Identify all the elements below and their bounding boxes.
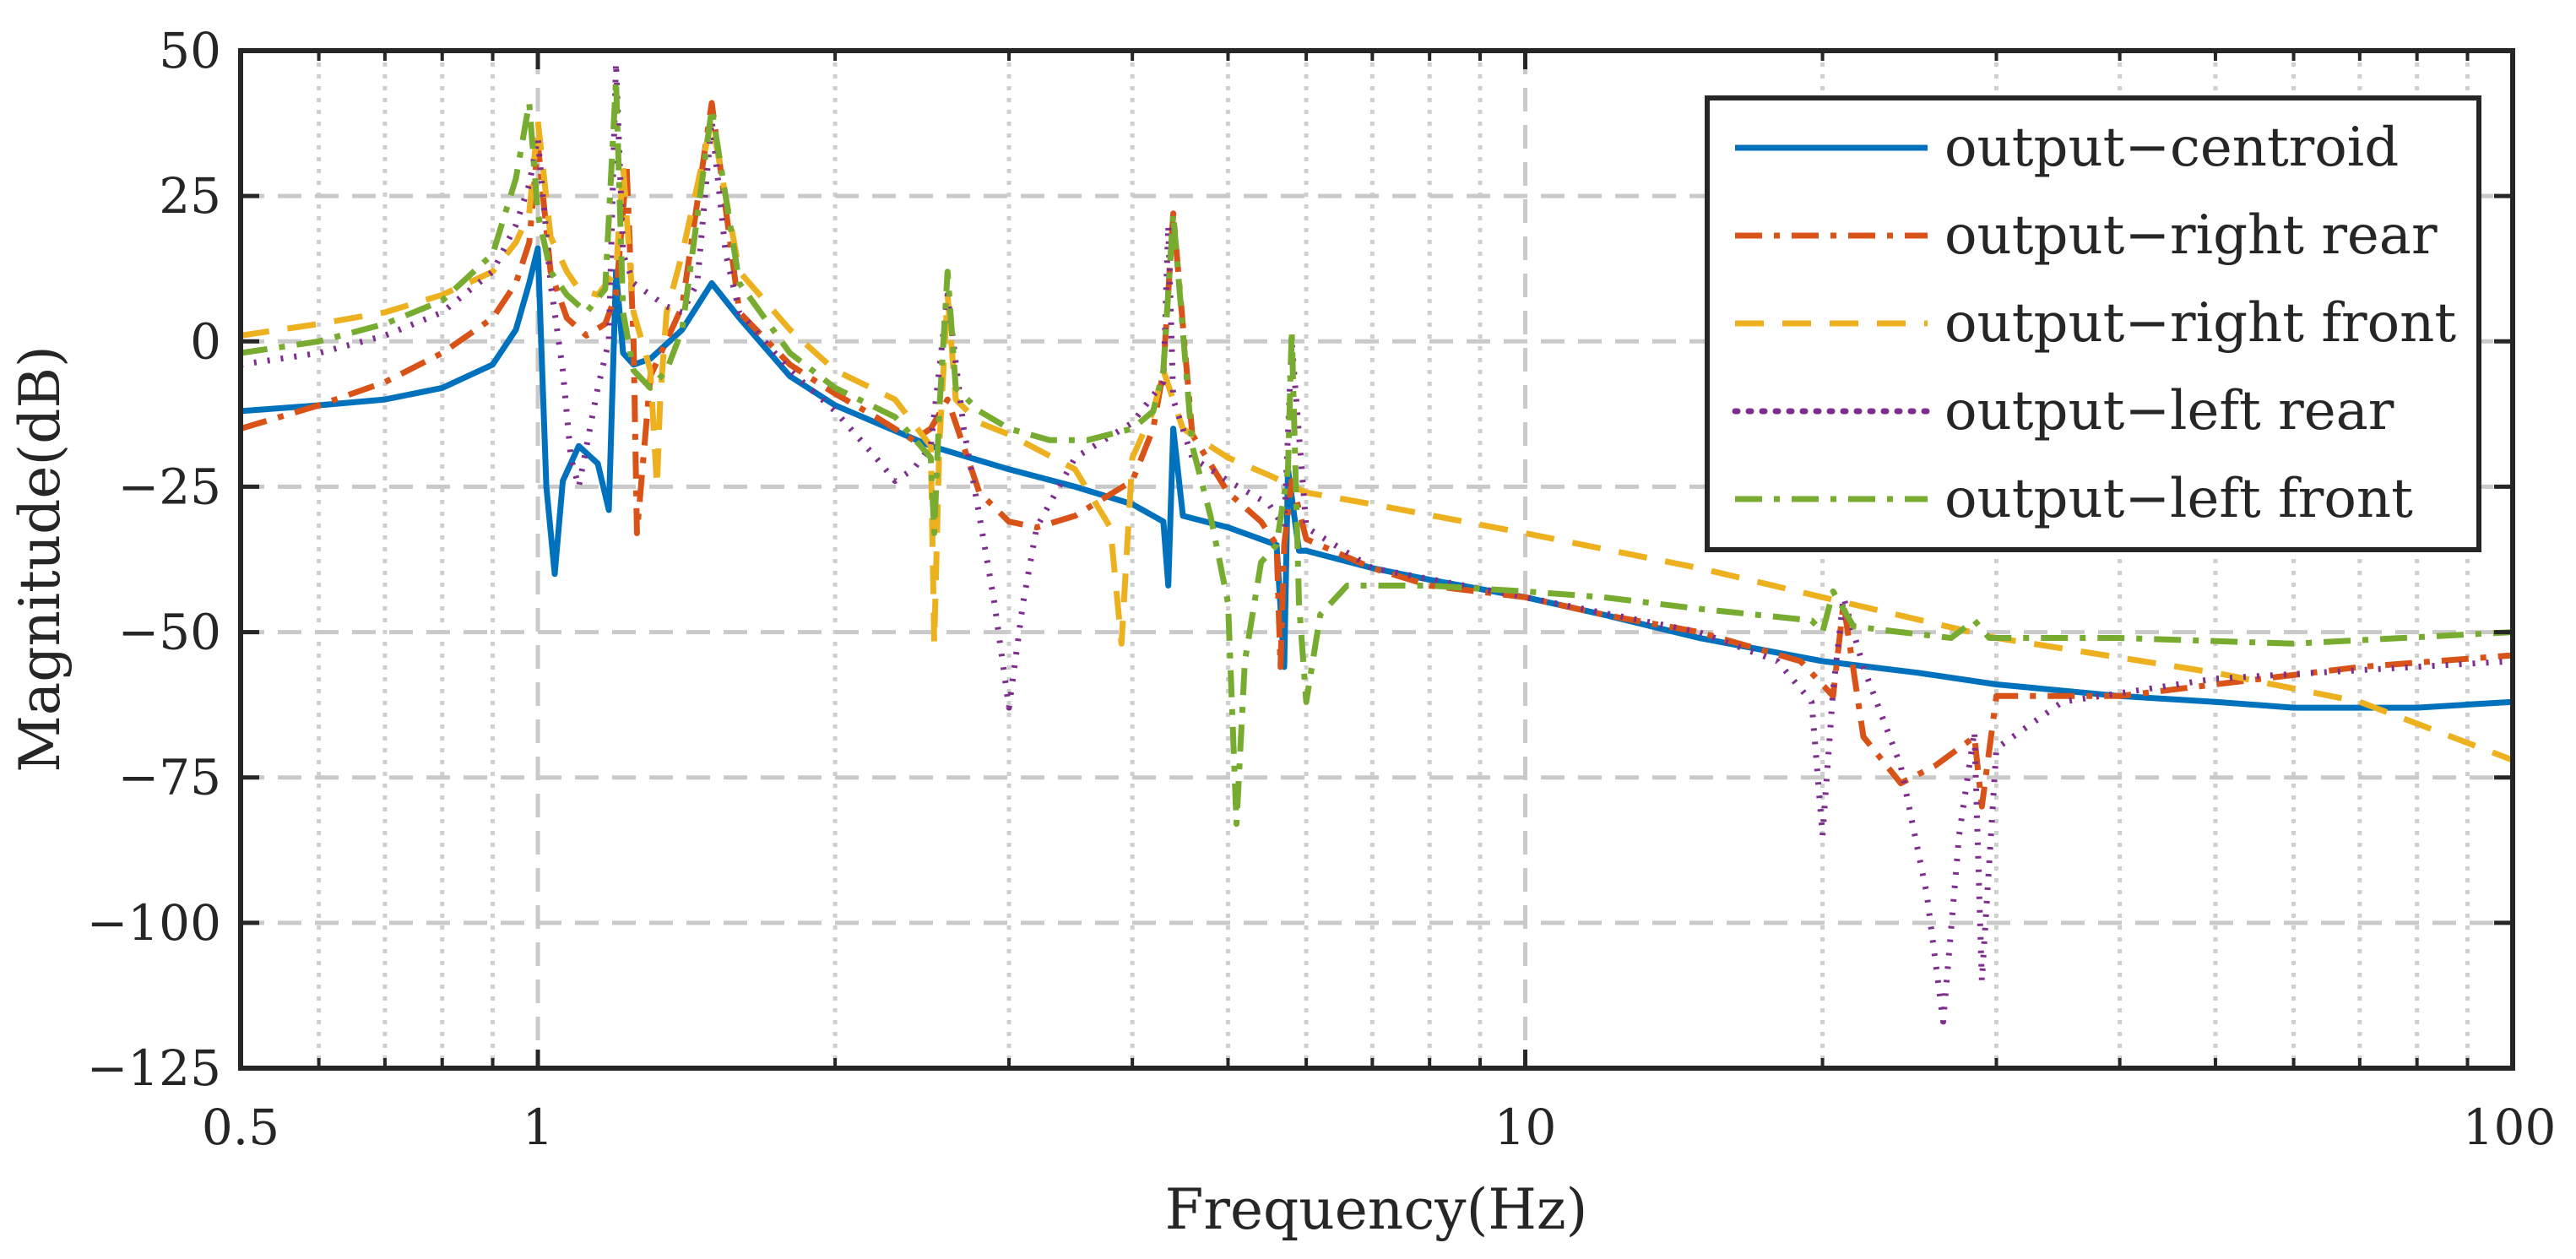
legend-label: output−right rear — [1944, 204, 2438, 267]
legend-label: output−left front — [1944, 468, 2413, 530]
series-group — [241, 59, 2513, 1025]
y-tick-label: −100 — [87, 894, 221, 952]
x-tick-label: 0.5 — [202, 1099, 279, 1156]
legend-label: output−right front — [1944, 292, 2456, 355]
axis-ticks — [238, 48, 2515, 1071]
y-tick-label: 25 — [159, 167, 221, 225]
y-axis-label: Magnitude(dB) — [8, 345, 73, 772]
legend-label: output−centroid — [1944, 117, 2399, 179]
legend-samples — [1732, 144, 1931, 502]
series-line — [241, 76, 2513, 828]
y-tick-label: −25 — [118, 458, 221, 515]
y-tick-label: −50 — [118, 604, 221, 661]
legend-label: output−left rear — [1944, 380, 2394, 442]
x-tick-label: 100 — [2463, 1099, 2557, 1156]
y-tick-label: 50 — [159, 22, 221, 79]
y-tick-label: 0 — [190, 312, 221, 370]
x-tick-labels: 0.5 1 10 100 — [202, 1099, 2556, 1156]
y-tick-label: −125 — [87, 1039, 221, 1097]
series-line — [241, 100, 2513, 810]
y-tick-label: −75 — [118, 749, 221, 806]
plot-frame — [238, 48, 2515, 1071]
y-tick-labels: 50 25 0 −25 −50 −75 −100 −125 — [87, 22, 221, 1097]
legend: output−centroid output−right rear output… — [1705, 95, 2481, 552]
x-tick-label: 10 — [1494, 1099, 1557, 1156]
series-line — [241, 117, 2513, 763]
x-axis-label: Frequency(Hz) — [1165, 1177, 1588, 1242]
x-tick-label: 1 — [523, 1099, 554, 1156]
